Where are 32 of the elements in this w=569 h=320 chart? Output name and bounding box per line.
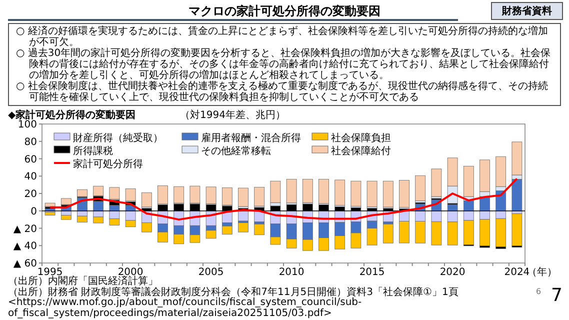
legend-label: 財産所得（純受取） [73, 132, 163, 144]
legend-label: 雇用者報酬・混合所得 [201, 132, 301, 144]
x-tick-label: 2020 [440, 267, 466, 278]
y-tick-label: 40 [24, 172, 37, 183]
y-tick-label: ▲ 60 [13, 258, 37, 270]
y-tick-label: 60 [24, 154, 37, 166]
y-tick-label: 80 [24, 136, 37, 148]
legend-label: 社会保障給付 [331, 145, 391, 157]
text: ○ 社会保険制度は、世代間扶養や社会的連帯を支える極めて重要な制度であるが、現役世代の納得感を得て、その持続可能性を確保していく上で、現役世代の保険料負担を抑制していくことが不可欠である [16, 81, 549, 103]
y-tick-label: ▲ 20 [13, 224, 37, 235]
legend-label: 社会保障負担 [331, 132, 391, 144]
text: （出所）財務省 財政制度等審議会財政制度分科会（令和7年11月5日開催）資料3「社会保障①」1頁 <https://www.mof.go.jp/about_mof/councils/fiscal_system_council/sub-of_fiscal_system/proceedings/material/zaiseia20251105/03.pdf> [8, 286, 460, 319]
x-tick-label: 2005 [198, 267, 224, 278]
y-tick-label: 20 [24, 189, 37, 200]
legend-label: その他経常移転 [201, 145, 271, 157]
legend-label: 家計可処分所得 [73, 158, 143, 170]
text: （対1994年差、兆円） [180, 108, 286, 122]
y-tick-label: ▲ 40 [13, 241, 37, 252]
x-tick-label: 2010 [278, 267, 304, 278]
y-tick-label: 100 [18, 120, 37, 130]
text: （出所）内閣府「国民経済計算」 [8, 276, 159, 287]
x-tick-label: 2024 [504, 267, 530, 278]
chart-subtitle: ◆家計可処分所得の変動要因 [8, 108, 136, 121]
text: 6 [536, 287, 542, 296]
legend-label: 所得課税 [73, 145, 113, 157]
x-tick-label: 2015 [359, 267, 385, 278]
y-tick-label: 0 [30, 206, 37, 218]
text: ○ 経済の好循環を実現するためには、賃金の上昇にとどまらず、社会保険料等を差し引いた可処分所得の持続的な増加が不可欠。 [16, 26, 549, 48]
text: 7 [551, 285, 562, 306]
text: ○ 過去30年間の家計可処分所得の変動要因を分析すると、社会保険料負担の増加が大きな影響を及ぼしている。社会保険料の背後には給付が存在するが、その多くは年金等の高齢者向け給付に充てられており、結果として社会保障給付の増加分を差し引くと、可処分所得の増加はほとんど相殺されてしまっている。 [16, 48, 552, 81]
chart-title: マクロの家計可処分所得の変動要因 [188, 4, 380, 18]
text: 財務省資料 [491, 2, 563, 20]
